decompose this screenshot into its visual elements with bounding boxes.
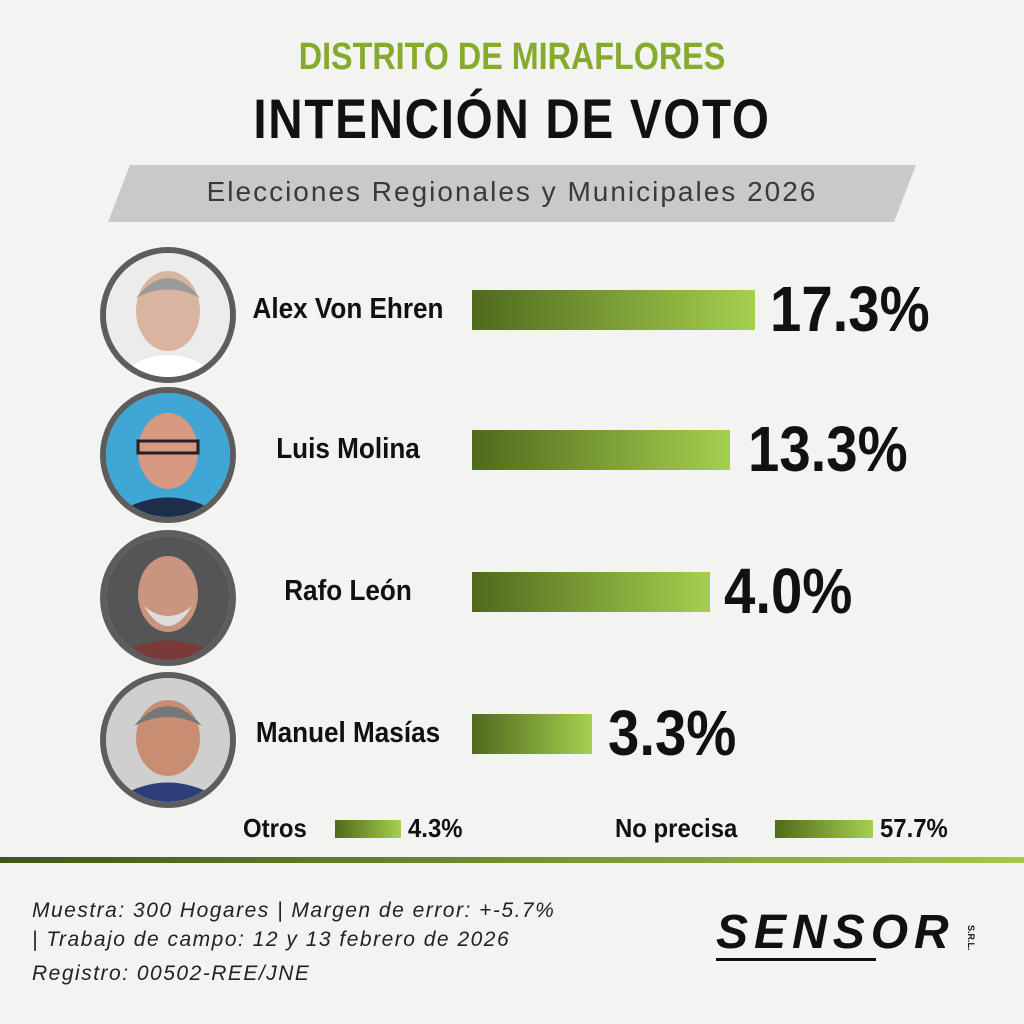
result: 17.3%: [770, 273, 930, 345]
candidate-photo: [100, 672, 236, 808]
divider: [0, 857, 1024, 863]
bar: [472, 290, 755, 330]
title: DISTRITO DE MIRAFLORES: [298, 36, 726, 78]
logo: SENSOR: [716, 906, 955, 959]
subtitle: INTENCIÓN DE VOTO: [253, 87, 771, 150]
banner: Elecciones Regionales y Municipales 2026: [206, 176, 818, 207]
others-result: 4.3%: [408, 813, 463, 843]
portrait: [106, 536, 230, 660]
candidate-photo: [100, 247, 236, 383]
portrait: [106, 678, 230, 802]
result: 4.0%: [724, 555, 853, 627]
small-bar: [335, 820, 401, 838]
small-bar: [775, 820, 873, 838]
bar: [472, 714, 592, 754]
candidate-name: Luis Molina: [276, 433, 420, 465]
candidate-name: Alex Von Ehren: [252, 293, 444, 325]
result: 13.3%: [748, 413, 908, 485]
candidate-photo: [100, 530, 236, 666]
footer-line: Muestra: 300 Hogares | Margen de error: …: [32, 899, 556, 922]
others-label: Otros: [243, 813, 307, 843]
portrait: [106, 393, 230, 517]
footer-line: Registro: 00502-REE/JNE: [32, 962, 311, 985]
result: 3.3%: [608, 697, 737, 769]
footer-line: | Trabajo de campo: 12 y 13 febrero de 2…: [32, 928, 511, 951]
portrait: [106, 253, 230, 377]
candidate-name: Manuel Masías: [255, 717, 441, 749]
others-label: No precisa: [615, 813, 738, 843]
banner-background: [108, 165, 916, 222]
others-result: 57.7%: [880, 813, 948, 843]
candidate-photo: [100, 387, 236, 523]
logo-underline: [716, 958, 876, 961]
candidate-name: Rafo León: [284, 575, 412, 607]
logo-suffix: S.R.L.: [966, 925, 976, 951]
bar: [472, 430, 730, 470]
bar: [472, 572, 710, 612]
